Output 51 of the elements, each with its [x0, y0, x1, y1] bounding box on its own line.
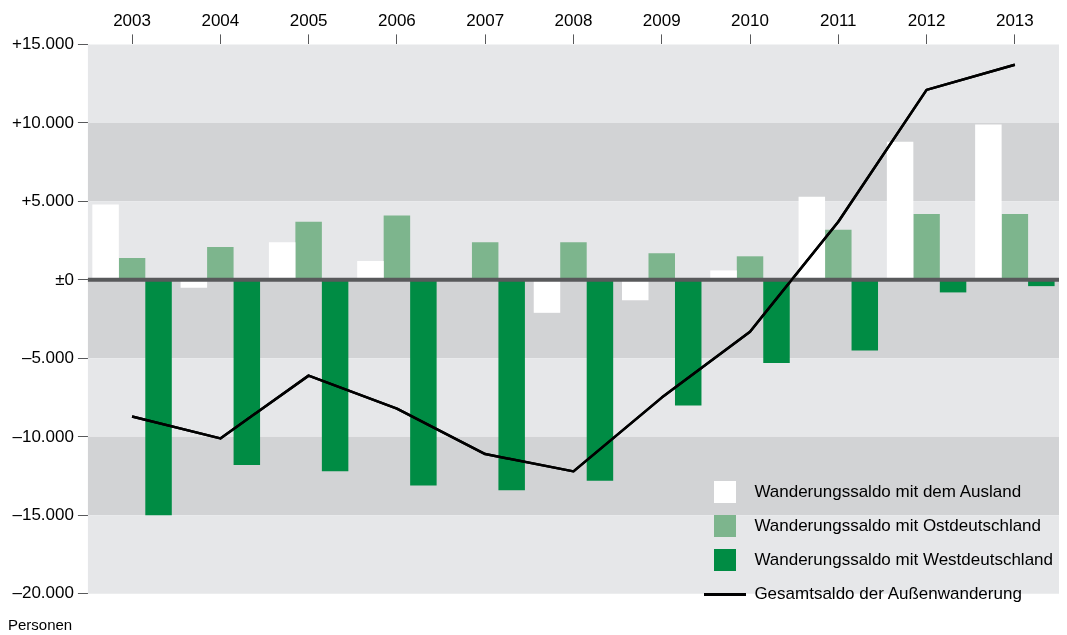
- bar: [498, 280, 525, 491]
- legend-label: Wanderungssaldo mit Ostdeutschland: [754, 516, 1042, 536]
- bar: [207, 246, 234, 280]
- y-tick-label: +10.000: [11, 112, 74, 132]
- legend-label: Wanderungssaldo mit Westdeutschland: [754, 550, 1053, 570]
- bar: [586, 280, 614, 481]
- bar: [233, 280, 261, 466]
- x-tick-label: 2008: [554, 10, 593, 30]
- bar: [763, 280, 790, 364]
- x-tick-label: 2011: [820, 10, 857, 30]
- bar: [295, 221, 322, 280]
- bar: [798, 196, 826, 280]
- x-tick-label: 2013: [995, 10, 1034, 30]
- y-tick-label: –20.000: [12, 583, 74, 603]
- bar: [145, 280, 172, 516]
- y-tick-label: –5.000: [21, 348, 74, 368]
- bar: [560, 242, 587, 280]
- bar: [471, 242, 499, 280]
- y-tick-label: –15.000: [12, 505, 74, 524]
- legend-label: Gesamtsaldo der Außenwanderung: [754, 584, 1022, 604]
- y-tick-label: –10.000: [12, 426, 74, 446]
- x-tick-label: 2012: [907, 10, 946, 30]
- y-tick-label: +5.000: [21, 191, 74, 211]
- bar: [674, 280, 702, 406]
- x-tick-label: 2007: [466, 10, 505, 30]
- bar: [383, 215, 411, 280]
- x-tick-label: 2003: [113, 10, 151, 30]
- bar: [410, 280, 437, 486]
- y-axis-title: Personen: [8, 616, 74, 633]
- y-tick-label: ±0: [55, 269, 74, 289]
- bar: [321, 280, 349, 472]
- bar: [92, 204, 119, 280]
- bar: [886, 141, 914, 280]
- bar: [1001, 213, 1029, 280]
- bar: [736, 256, 764, 280]
- x-tick-label: 2010: [731, 10, 769, 30]
- bar: [118, 257, 146, 280]
- bar: [268, 242, 296, 280]
- x-tick-label: 2004: [201, 10, 240, 30]
- x-tick-label: 2005: [289, 10, 328, 30]
- bar: [825, 229, 852, 280]
- bar: [533, 280, 561, 313]
- x-tick-label: 2009: [642, 10, 681, 30]
- x-tick-label: 2006: [377, 10, 416, 30]
- bar: [648, 253, 675, 280]
- bar: [913, 213, 940, 280]
- y-tick-label: +15.000: [11, 34, 74, 54]
- bar: [851, 280, 879, 351]
- bar: [975, 124, 1002, 280]
- legend-label: Wanderungssaldo mit dem Ausland: [754, 482, 1022, 502]
- bar: [357, 261, 384, 280]
